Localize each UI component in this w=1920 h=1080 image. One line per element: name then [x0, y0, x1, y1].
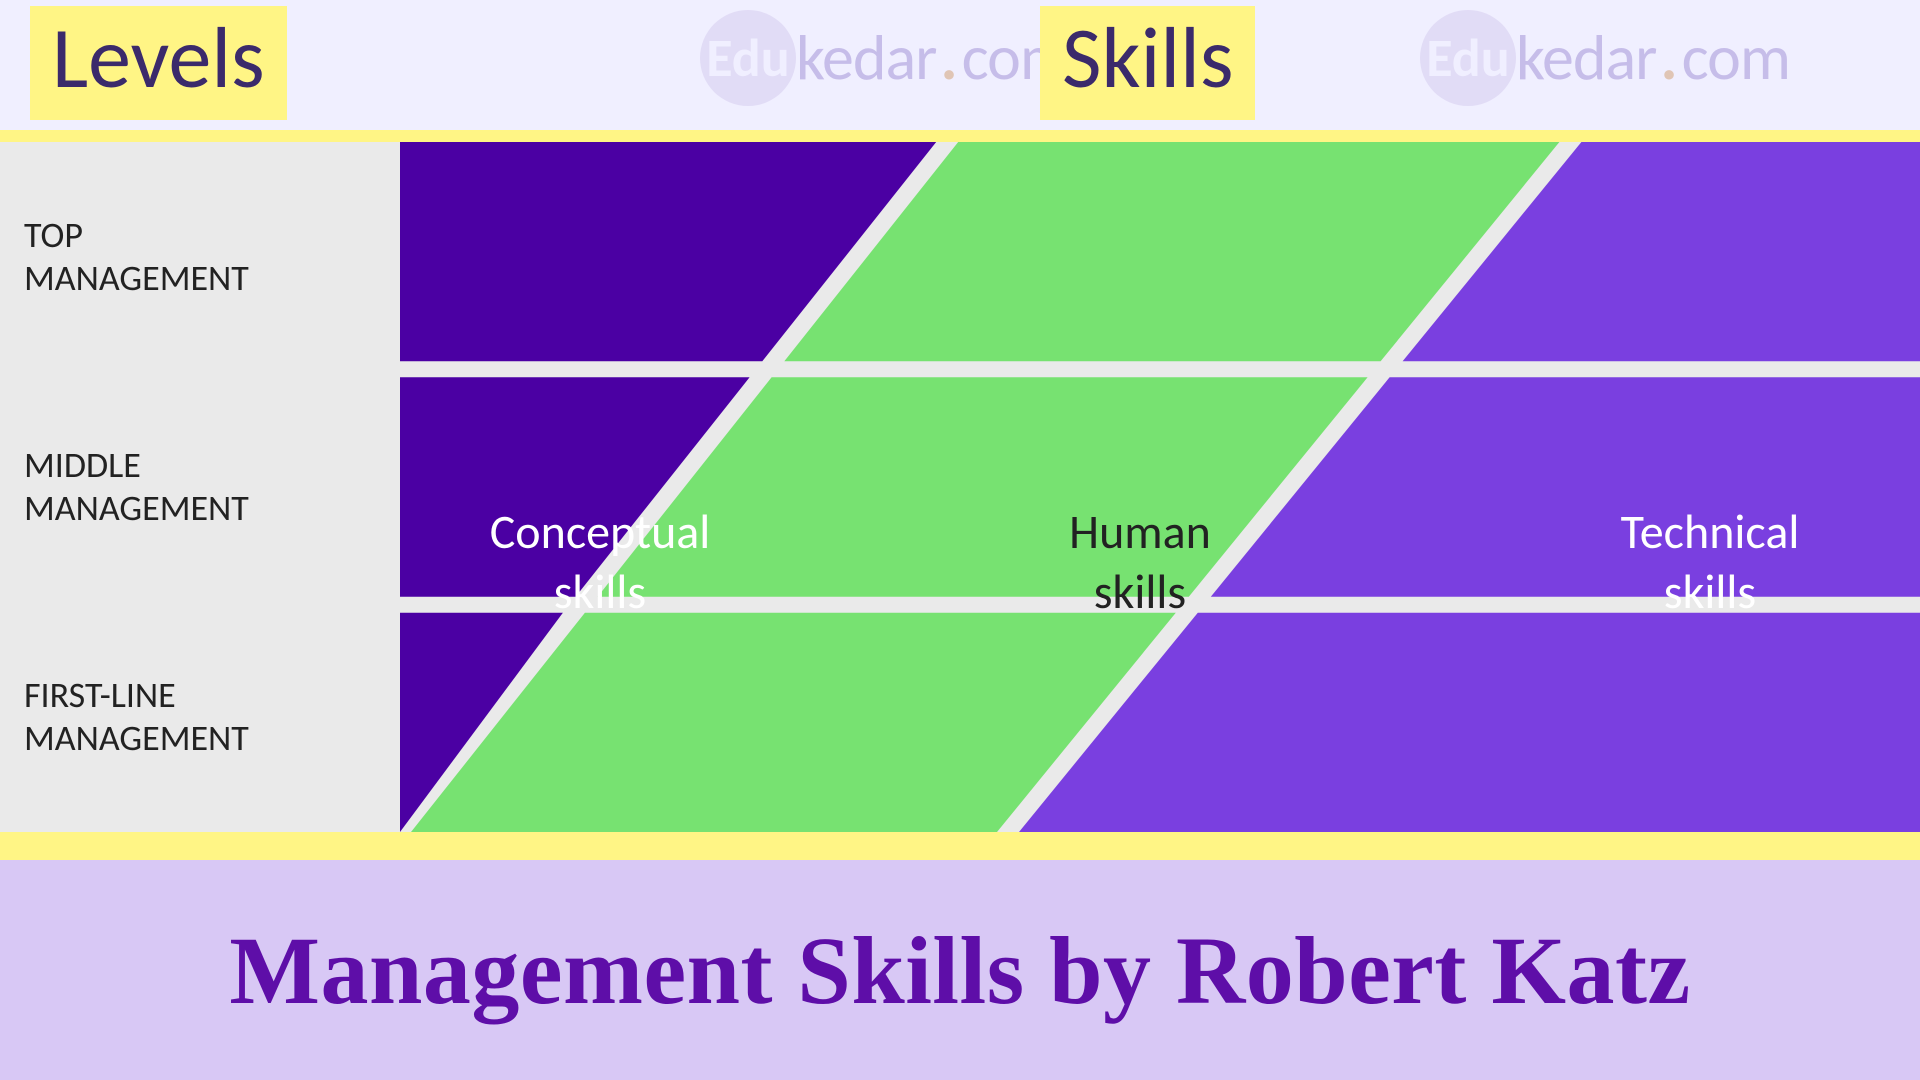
title-text: Management Skills by Robert Katz — [229, 915, 1690, 1026]
level-label: FIRST-LINEMANAGEMENT — [0, 602, 400, 832]
watermark-logo-icon: Edu — [1420, 10, 1516, 106]
watermark-tld: com — [1682, 19, 1790, 97]
watermark-dot-icon: . — [1660, 19, 1677, 97]
header-band: Edukedar.comEdukedar.com Levels Skills — [0, 0, 1920, 130]
title-band: Management Skills by Robert Katz — [0, 860, 1920, 1080]
watermark-dot-icon: . — [940, 19, 957, 97]
watermark-logo-icon: Edu — [700, 10, 796, 106]
watermark: Edukedar.com — [700, 10, 1070, 106]
watermark-text: kedar — [796, 19, 936, 97]
level-label: TOPMANAGEMENT — [0, 142, 400, 372]
yellow-bar-top — [0, 130, 1920, 142]
diagram-area: TOPMANAGEMENTMIDDLEMANAGEMENTFIRST-LINEM… — [0, 142, 1920, 832]
watermark: Edukedar.com — [1420, 10, 1790, 106]
skill-segment — [1019, 613, 1920, 832]
level-label: MIDDLEMANAGEMENT — [0, 372, 400, 602]
levels-column: TOPMANAGEMENTMIDDLEMANAGEMENTFIRST-LINEM… — [0, 142, 400, 832]
yellow-bar-bottom — [0, 832, 1920, 860]
watermark-text: kedar — [1516, 19, 1656, 97]
header-label-skills: Skills — [1040, 6, 1255, 120]
skills-chart: ConceptualskillsHumanskillsTechnicalskil… — [400, 142, 1920, 832]
header-label-levels: Levels — [30, 6, 287, 120]
